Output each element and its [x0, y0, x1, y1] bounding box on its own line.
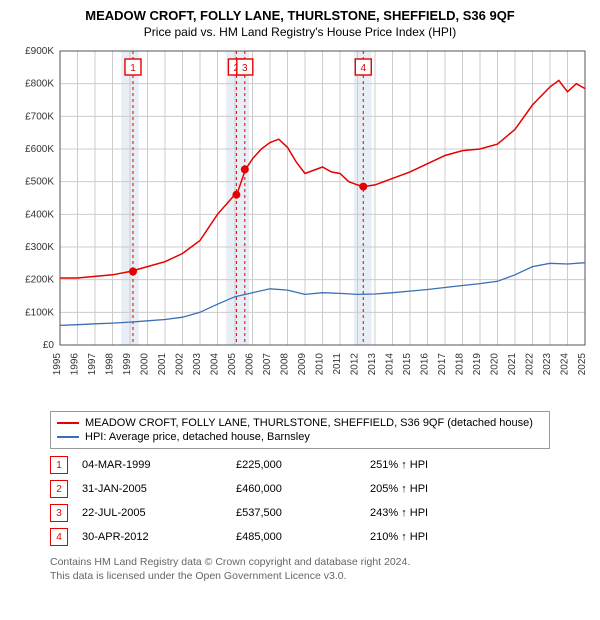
- svg-text:2002: 2002: [175, 353, 186, 376]
- svg-text:2011: 2011: [332, 353, 343, 375]
- svg-text:£300K: £300K: [25, 242, 54, 253]
- svg-text:2022: 2022: [525, 353, 536, 376]
- svg-text:2015: 2015: [402, 353, 413, 376]
- sale-date: 22-JUL-2005: [82, 507, 222, 519]
- svg-text:4: 4: [360, 63, 366, 74]
- sale-row: 1 04-MAR-1999 £225,000 251% ↑ HPI: [50, 453, 550, 477]
- legend-swatch: [57, 436, 79, 438]
- svg-text:2005: 2005: [227, 353, 238, 376]
- sale-pct: 210% ↑ HPI: [370, 531, 490, 543]
- svg-text:2012: 2012: [350, 353, 361, 376]
- sale-index-box: 1: [50, 456, 68, 474]
- svg-text:2021: 2021: [507, 353, 518, 376]
- svg-text:2016: 2016: [420, 353, 431, 376]
- legend-row: MEADOW CROFT, FOLLY LANE, THURLSTONE, SH…: [57, 416, 543, 430]
- svg-text:£0: £0: [43, 340, 55, 351]
- sale-date: 31-JAN-2005: [82, 483, 222, 495]
- svg-text:2017: 2017: [437, 353, 448, 376]
- svg-text:£500K: £500K: [25, 177, 54, 188]
- footnote-line-1: Contains HM Land Registry data © Crown c…: [50, 555, 570, 569]
- svg-text:2020: 2020: [490, 353, 501, 376]
- chart-title: MEADOW CROFT, FOLLY LANE, THURLSTONE, SH…: [10, 8, 590, 23]
- sale-price: £537,500: [236, 507, 356, 519]
- sale-price: £225,000: [236, 459, 356, 471]
- footnote-line-2: This data is licensed under the Open Gov…: [50, 569, 570, 583]
- svg-text:1995: 1995: [52, 353, 63, 376]
- sale-date: 30-APR-2012: [82, 531, 222, 543]
- legend-box: MEADOW CROFT, FOLLY LANE, THURLSTONE, SH…: [50, 411, 550, 449]
- svg-text:2010: 2010: [315, 353, 326, 376]
- svg-text:1998: 1998: [105, 353, 116, 376]
- svg-text:2013: 2013: [367, 353, 378, 376]
- legend-row: HPI: Average price, detached house, Barn…: [57, 430, 543, 444]
- svg-text:2025: 2025: [577, 353, 588, 376]
- sale-pct: 205% ↑ HPI: [370, 483, 490, 495]
- svg-text:2014: 2014: [385, 353, 396, 376]
- chart-area: £0 £100K £200K £300K £400K £500K £600K £700K £80…: [10, 45, 590, 405]
- chart-subtitle: Price paid vs. HM Land Registry's House …: [10, 25, 590, 39]
- sale-row: 4 30-APR-2012 £485,000 210% ↑ HPI: [50, 525, 550, 549]
- svg-text:£100K: £100K: [25, 307, 54, 318]
- svg-text:2000: 2000: [140, 353, 151, 376]
- svg-text:2008: 2008: [280, 353, 291, 376]
- sale-pct: 243% ↑ HPI: [370, 507, 490, 519]
- svg-text:£800K: £800K: [25, 79, 54, 90]
- chart-container: MEADOW CROFT, FOLLY LANE, THURLSTONE, SH…: [0, 0, 600, 593]
- sale-price: £460,000: [236, 483, 356, 495]
- footnote: Contains HM Land Registry data © Crown c…: [50, 555, 570, 583]
- svg-text:1996: 1996: [70, 353, 81, 376]
- svg-text:£600K: £600K: [25, 144, 54, 155]
- legend-swatch: [57, 422, 79, 424]
- svg-text:2018: 2018: [455, 353, 466, 376]
- svg-text:£400K: £400K: [25, 209, 54, 220]
- svg-text:1999: 1999: [122, 353, 133, 376]
- svg-text:2009: 2009: [297, 353, 308, 376]
- svg-text:3: 3: [242, 63, 248, 74]
- svg-text:2024: 2024: [560, 353, 571, 376]
- svg-text:1997: 1997: [87, 353, 98, 376]
- svg-text:£700K: £700K: [25, 111, 54, 122]
- sale-row: 3 22-JUL-2005 £537,500 243% ↑ HPI: [50, 501, 550, 525]
- sale-index-box: 2: [50, 480, 68, 498]
- sale-price: £485,000: [236, 531, 356, 543]
- svg-text:2007: 2007: [262, 353, 273, 376]
- svg-text:1: 1: [130, 63, 136, 74]
- sale-row: 2 31-JAN-2005 £460,000 205% ↑ HPI: [50, 477, 550, 501]
- sales-table: 1 04-MAR-1999 £225,000 251% ↑ HPI 2 31-JAN-20…: [50, 453, 550, 549]
- sale-date: 04-MAR-1999: [82, 459, 222, 471]
- svg-text:£900K: £900K: [25, 46, 54, 57]
- svg-text:2023: 2023: [542, 353, 553, 376]
- sale-pct: 251% ↑ HPI: [370, 459, 490, 471]
- legend-label: MEADOW CROFT, FOLLY LANE, THURLSTONE, SH…: [85, 417, 533, 429]
- sale-index-box: 3: [50, 504, 68, 522]
- legend-label: HPI: Average price, detached house, Barn…: [85, 431, 310, 443]
- svg-text:£200K: £200K: [25, 275, 54, 286]
- svg-text:2006: 2006: [245, 353, 256, 376]
- line-chart-svg: £0 £100K £200K £300K £400K £500K £600K £700K £80…: [10, 45, 590, 405]
- svg-text:2003: 2003: [192, 353, 203, 376]
- svg-text:2004: 2004: [210, 353, 221, 376]
- svg-text:2001: 2001: [157, 353, 168, 376]
- sale-index-box: 4: [50, 528, 68, 546]
- svg-text:2019: 2019: [472, 353, 483, 376]
